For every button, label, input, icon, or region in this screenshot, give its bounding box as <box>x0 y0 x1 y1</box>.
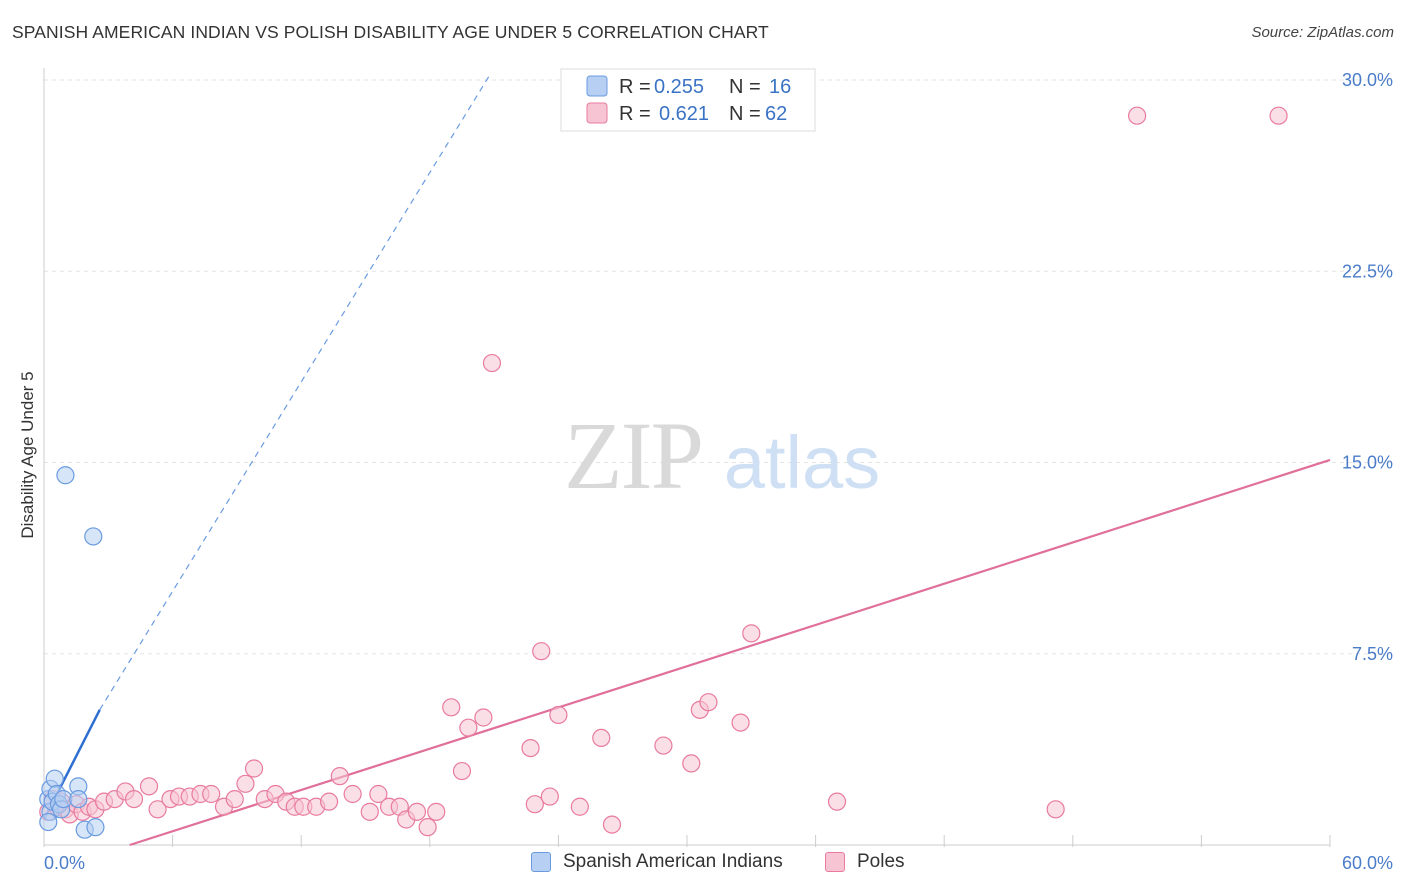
data-point-poles <box>525 795 544 814</box>
data-point-poles <box>654 736 673 755</box>
tick-labels: 7.5% 15.0% 22.5% 30.0% 0.0% 60.0% <box>44 70 1393 873</box>
chart-title: SPANISH AMERICAN INDIAN VS POLISH DISABI… <box>12 22 769 42</box>
legend-r-value-1: 0.255 <box>654 76 704 98</box>
watermark-atlas: atlas <box>724 421 880 504</box>
axes <box>43 68 1331 847</box>
data-point-poles <box>731 713 750 732</box>
data-point-poles <box>482 353 502 373</box>
data-point-poles <box>699 693 718 712</box>
data-point-poles <box>452 761 472 781</box>
data-point-poles <box>1046 800 1065 819</box>
legend-swatch-pink <box>586 102 608 124</box>
data-point-poles <box>330 767 349 786</box>
data-point-poles <box>343 784 362 804</box>
data-point-poles <box>319 792 339 811</box>
legend-item-poles: Poles <box>825 851 905 873</box>
series-legend: Spanish American Indians Poles <box>0 851 1406 881</box>
data-point-poles <box>442 698 461 717</box>
data-point-poles <box>592 728 611 748</box>
data-point-poles <box>225 789 244 809</box>
data-point-spanish-american-indians <box>56 466 75 485</box>
data-point-poles <box>827 792 847 811</box>
stats-legend: R = 0.255 N = 16 R = 0.621 N = 62 <box>560 68 816 132</box>
data-point-poles <box>532 642 551 661</box>
source-label: Source: ZipAtlas.com <box>1251 24 1394 41</box>
legend-label-spanish-american-indians: Spanish American Indians <box>563 851 783 872</box>
data-point-poles <box>139 777 159 796</box>
data-points <box>39 106 1288 839</box>
data-point-poles <box>521 738 540 758</box>
data-point-poles <box>124 789 144 809</box>
data-point-poles <box>407 802 427 821</box>
data-point-poles <box>1269 106 1288 125</box>
legend-r-value-2: 0.621 <box>659 103 709 125</box>
data-point-poles <box>570 797 589 816</box>
data-point-spanish-american-indians <box>84 527 103 546</box>
data-point-poles <box>540 787 559 806</box>
legend-n-label-2: N = <box>729 103 761 125</box>
data-point-poles <box>742 624 761 643</box>
data-point-poles <box>202 784 221 804</box>
data-point-poles <box>1127 106 1147 125</box>
data-point-poles <box>682 754 701 773</box>
legend-r-label-1: R = <box>619 76 651 98</box>
legend-swatch-blue <box>586 75 608 97</box>
data-point-poles <box>418 818 437 837</box>
y-tick-label: 7.5% <box>1352 644 1393 664</box>
legend-item-spanish-american-indians: Spanish American Indians <box>531 851 783 873</box>
y-tick-label: 30.0% <box>1342 70 1393 90</box>
grid-lines <box>44 79 1392 655</box>
data-point-spanish-american-indians <box>45 769 64 788</box>
data-point-poles <box>549 705 568 725</box>
data-point-poles <box>427 802 446 821</box>
trend-line-spanish-american-indians-extended <box>99 74 491 711</box>
y-tick-label: 15.0% <box>1342 453 1393 473</box>
data-point-poles <box>602 815 622 834</box>
data-point-poles <box>360 802 379 821</box>
legend-label-poles: Poles <box>857 851 905 872</box>
x-tick-label: 60.0% <box>1342 853 1393 873</box>
x-tick-label: 0.0% <box>44 853 85 873</box>
data-point-spanish-american-indians <box>39 812 58 832</box>
legend-n-value-1: 16 <box>769 76 791 98</box>
data-point-poles <box>148 800 167 819</box>
data-point-spanish-american-indians <box>69 789 88 809</box>
legend-swatch-spanish-american-indians <box>531 852 551 872</box>
data-point-poles <box>236 774 255 793</box>
y-tick-label: 22.5% <box>1342 261 1393 281</box>
trend-line-poles <box>129 458 1331 847</box>
data-point-spanish-american-indians <box>86 818 105 837</box>
legend-n-label-1: N = <box>729 76 761 98</box>
data-point-poles <box>459 718 478 737</box>
data-point-poles <box>369 784 388 804</box>
legend-r-label-2: R = <box>619 103 651 125</box>
legend-n-value-2: 62 <box>765 103 787 125</box>
legend-swatch-poles <box>825 852 845 872</box>
data-point-poles <box>474 708 493 727</box>
watermark-zip: ZIP <box>564 402 702 509</box>
data-point-poles <box>244 759 264 778</box>
